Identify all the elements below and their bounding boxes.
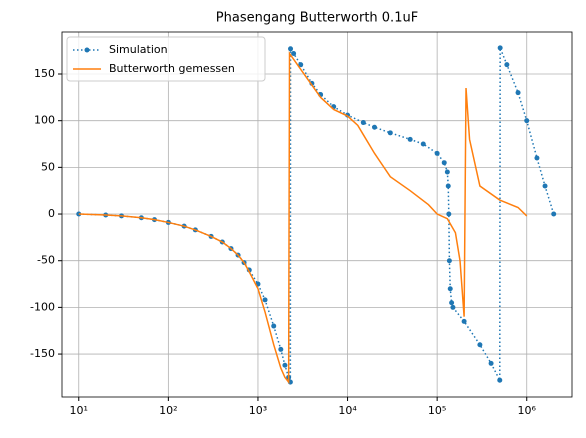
point [434, 150, 440, 156]
point [446, 211, 452, 217]
legend-label: Simulation [109, 43, 168, 56]
point [444, 169, 450, 175]
point [515, 90, 521, 96]
y-tick-label: 0 [48, 207, 55, 220]
series-line [78, 46, 555, 383]
y-tick-label: 150 [34, 67, 55, 80]
y-tick-label: 100 [34, 114, 55, 127]
x-tick-label: 10⁵ [428, 404, 446, 417]
point [450, 304, 456, 310]
point [542, 183, 548, 189]
x-tick-label: 10¹ [70, 404, 88, 417]
point [551, 211, 557, 217]
point [387, 130, 393, 136]
x-tick-label: 10³ [249, 404, 267, 417]
point [288, 46, 294, 52]
point [407, 136, 413, 142]
point [441, 160, 447, 166]
point [282, 362, 288, 368]
plot-frame [61, 31, 573, 398]
point [262, 297, 268, 303]
point [291, 50, 297, 56]
chart-title: Phasengang Butterworth 0.1uF [216, 11, 418, 26]
point [524, 118, 530, 124]
point [445, 183, 451, 189]
point [420, 141, 426, 147]
point [461, 318, 467, 324]
x-tick-label: 10⁴ [338, 404, 357, 417]
point [278, 346, 284, 352]
point [477, 342, 483, 348]
point [298, 62, 304, 68]
point [447, 286, 453, 292]
point [446, 258, 452, 264]
y-tick-label: -150 [30, 347, 55, 360]
legend-marker [84, 47, 90, 53]
point [497, 377, 503, 383]
series-line [78, 51, 528, 385]
point [271, 323, 277, 329]
x-tick-label: 10⁶ [518, 404, 537, 417]
point [488, 360, 494, 366]
point [360, 120, 366, 126]
point [504, 62, 510, 68]
point [534, 155, 540, 161]
x-tick-label: 10² [159, 404, 177, 417]
legend-box [66, 36, 266, 82]
legend-label: Butterworth gemessen [109, 62, 235, 75]
point [449, 300, 455, 306]
y-tick-label: 50 [41, 160, 55, 173]
y-tick-label: -50 [37, 254, 55, 267]
point [497, 45, 503, 51]
point [372, 124, 378, 130]
y-tick-label: -100 [30, 300, 55, 313]
